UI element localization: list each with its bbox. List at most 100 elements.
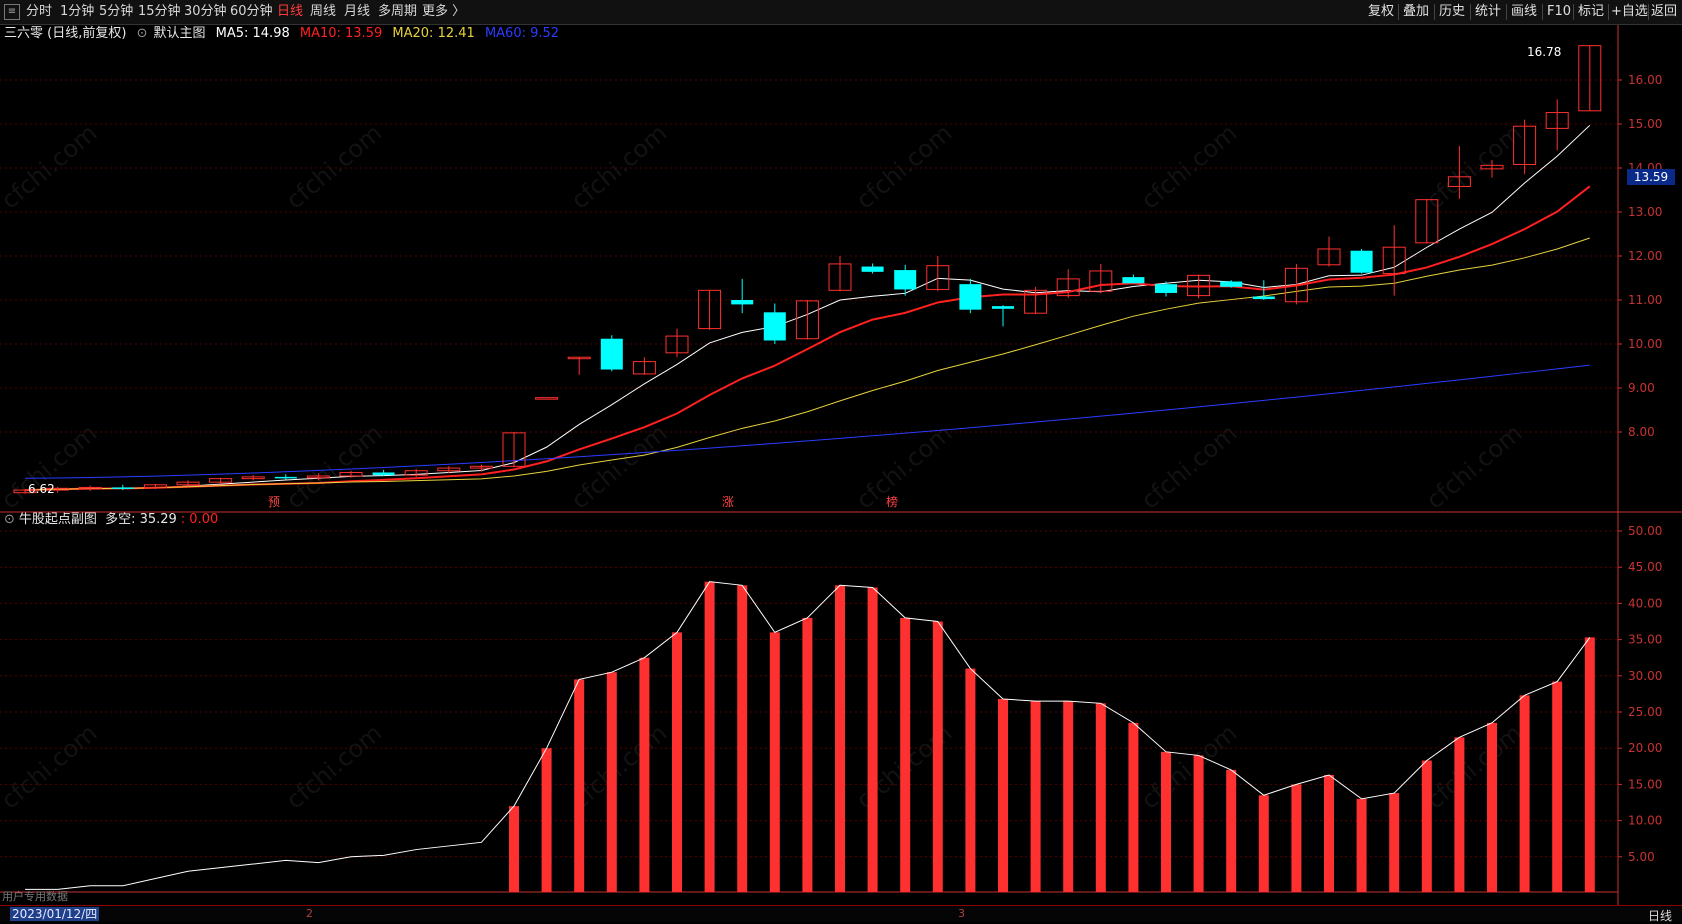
tab-1min[interactable]: 1分钟	[60, 4, 95, 19]
sub-tick-label: 30.00	[1628, 669, 1662, 683]
sub-bar	[606, 672, 617, 892]
user-data-watermark: 用户专用数据	[2, 890, 68, 903]
tab-monthly[interactable]: 月线	[344, 4, 371, 19]
main-tick-label: 10.00	[1628, 337, 1662, 351]
sub-bar	[932, 621, 943, 892]
tab-multi-period[interactable]: 多周期	[378, 4, 418, 19]
divider	[1573, 4, 1574, 20]
watermark-text: cfchi.com	[1136, 419, 1243, 515]
sub-bar	[704, 581, 715, 892]
watermark-text: cfchi.com	[1421, 719, 1528, 815]
sub-tick-label: 20.00	[1628, 741, 1662, 755]
candle-body-down	[1350, 250, 1373, 273]
candle-body-up	[535, 397, 559, 400]
sub-chart-header: ⊙ 牛股起点副图 多空: 35.29: 0.00	[0, 511, 222, 529]
candle-body-up	[143, 484, 167, 489]
time-axis-bar: 2023/01/12/四 2 3 日线	[0, 905, 1682, 923]
sub-bar	[1324, 774, 1334, 892]
chart-labels: 16.78 6.62 预 涨 榜	[28, 45, 1561, 509]
sub-bar	[802, 617, 813, 892]
tab-weekly[interactable]: 周线	[310, 4, 337, 19]
watermark-text: cfchi.com	[1136, 719, 1243, 815]
candle-body-down	[1220, 281, 1243, 287]
candle-body-up	[1480, 164, 1504, 170]
candle-body-down	[1252, 296, 1275, 300]
candle-body-down	[763, 312, 786, 341]
template-dropdown-icon[interactable]: ⊙	[136, 26, 148, 41]
watermark-text: cfchi.com	[566, 119, 673, 215]
back-button[interactable]: 返回	[1651, 4, 1678, 19]
add-favorite-button[interactable]: +自选	[1611, 4, 1648, 19]
draw-button[interactable]: 画线	[1511, 4, 1538, 19]
watermark-text: cfchi.com	[566, 719, 673, 815]
tab-fenshi[interactable]: 分时	[26, 4, 53, 19]
candle-body-up	[1415, 199, 1439, 244]
ma5-line	[24, 124, 1591, 491]
sub-bar	[1258, 795, 1269, 892]
sub-bar	[672, 632, 682, 892]
tab-15min[interactable]: 15分钟	[138, 4, 181, 19]
sub-bar	[574, 679, 585, 892]
event-marker-bang: 榜	[886, 494, 898, 509]
sub-bar	[509, 806, 519, 892]
candle-body-up	[1089, 270, 1113, 292]
sub-tick-label: 40.00	[1628, 596, 1662, 610]
sub-bar	[1454, 737, 1465, 892]
candle-body-up	[1382, 246, 1406, 275]
menu-icon[interactable]: ≡	[4, 4, 20, 20]
high-price-label: 16.78	[1527, 45, 1561, 59]
template-label[interactable]: 默认主图	[153, 26, 206, 41]
main-chart-header: 三六零 (日线,前复权) ⊙ 默认主图 MA5: 14.98 MA10: 13.5…	[0, 25, 565, 43]
sub-tick-label: 15.00	[1628, 777, 1662, 791]
candle-body-down	[861, 266, 884, 272]
sub-tick-label: 25.00	[1628, 705, 1662, 719]
candle-body-up	[1317, 248, 1341, 266]
candle-body-down	[959, 284, 982, 310]
sub-bar	[835, 585, 845, 892]
sub-bar	[1226, 769, 1237, 892]
event-marker-yu: 预	[268, 495, 280, 509]
sub-chart-title[interactable]: 牛股起点副图	[18, 512, 97, 527]
tab-5min[interactable]: 5分钟	[99, 4, 134, 19]
date-label[interactable]: 2023/01/12/四	[10, 907, 100, 921]
candle-body-down	[992, 306, 1014, 309]
overlay-button[interactable]: 叠加	[1403, 4, 1430, 19]
sub-bar	[1161, 751, 1171, 892]
candle-body-down	[1155, 284, 1177, 293]
candle-body-up	[46, 487, 70, 491]
stock-title[interactable]: 三六零 (日线,前复权)	[4, 26, 127, 41]
fuquan-button[interactable]: 复权	[1368, 4, 1395, 19]
sub-tick-label: 35.00	[1628, 633, 1662, 647]
candlesticks	[13, 45, 1602, 494]
candle-body-up	[209, 478, 233, 483]
sub-dropdown-icon[interactable]: ⊙	[4, 512, 15, 527]
mark-button[interactable]: 标记	[1578, 4, 1605, 19]
candle-body-down	[274, 476, 297, 479]
divider	[1398, 4, 1399, 20]
candle-body-up	[241, 476, 265, 480]
watermark-text: cfchi.com	[1421, 419, 1528, 515]
stats-button[interactable]: 统计	[1475, 4, 1502, 19]
sub-tick-label: 50.00	[1628, 524, 1662, 538]
tab-30min[interactable]: 30分钟	[184, 4, 227, 19]
tab-more[interactable]: 更多 〉	[422, 4, 466, 19]
candle-body-down	[894, 270, 917, 290]
candle-body-up	[13, 489, 37, 494]
tab-daily[interactable]: 日线	[277, 4, 304, 19]
sub-tick-label: 5.00	[1628, 850, 1655, 864]
sub-bar	[1193, 755, 1204, 892]
period-label: 日线	[1647, 909, 1672, 923]
sub-bar	[867, 587, 878, 892]
moving-average-lines	[24, 124, 1591, 492]
sub-bar	[965, 668, 976, 892]
watermark-text: cfchi.com	[1421, 119, 1528, 215]
tab-60min[interactable]: 60分钟	[230, 4, 273, 19]
watermark-text: cfchi.com	[851, 419, 958, 515]
watermark-text: cfchi.com	[0, 419, 102, 515]
candle-body-down	[111, 487, 134, 489]
f10-button[interactable]: F10	[1547, 4, 1572, 19]
history-button[interactable]: 历史	[1439, 4, 1466, 19]
candle-body-up	[828, 263, 852, 291]
divider	[1648, 4, 1649, 20]
